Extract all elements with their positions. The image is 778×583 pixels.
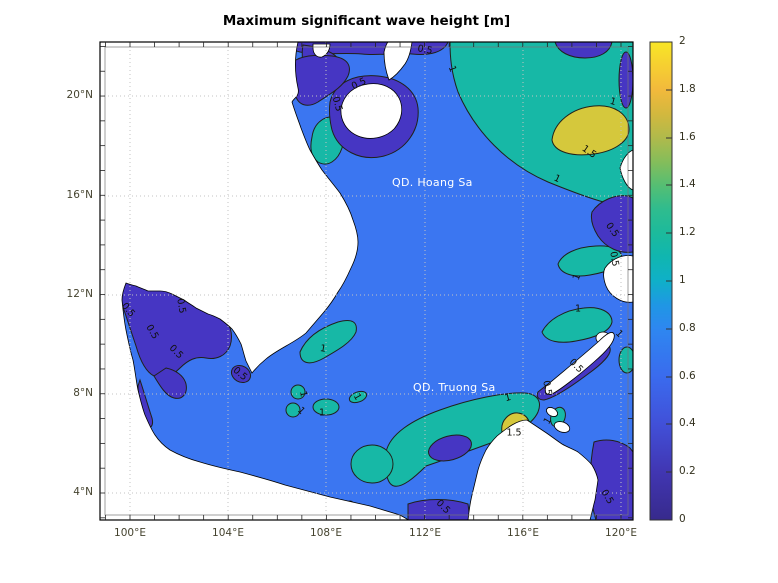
contour-label: 0.5 <box>416 43 434 57</box>
y-tick-label: 12°N <box>66 288 93 300</box>
x-tick-label: 116°E <box>507 527 539 539</box>
land-leizhou <box>383 42 413 81</box>
teal-vietnam-offshore <box>299 319 357 364</box>
sea-label: QD. Hoang Sa <box>392 176 473 189</box>
land-mindoro-panay <box>603 255 633 303</box>
colorbar-tick-label: 0 <box>679 513 686 525</box>
colorbar-tick-label: 1.4 <box>679 178 696 190</box>
colorbar-tick-label: 2 <box>679 35 686 47</box>
teal-patch <box>350 444 394 484</box>
purple-luzon-coast <box>590 195 633 253</box>
contour-label: 0.5 <box>607 250 621 268</box>
y-tick-label: 8°N <box>73 387 93 399</box>
colorbar-tick-marks <box>666 89 672 473</box>
x-tick-label: 108°E <box>310 527 342 539</box>
purple-patch <box>230 364 252 384</box>
x-tick-label: 104°E <box>212 527 244 539</box>
contour-label: 1 <box>574 303 582 315</box>
purple-borneo-coast <box>428 434 472 462</box>
contour-label: 0.5 <box>540 379 554 397</box>
contour-label: 1.5 <box>506 427 522 439</box>
sea-label: QD. Truong Sa <box>413 381 496 394</box>
x-tick-label: 120°E <box>605 527 637 539</box>
band-1-15-regions <box>285 42 633 487</box>
land-luzon <box>619 149 633 191</box>
teal-patch <box>285 402 301 418</box>
colorbar-tick-label: 0.4 <box>679 417 696 429</box>
teal-patch <box>348 390 368 404</box>
colorbar-tick-label: 1.6 <box>679 131 696 143</box>
purple-right-edge <box>618 51 633 109</box>
contour-label: 0.5 <box>174 297 188 315</box>
y-tick-label: 16°N <box>66 189 93 201</box>
yellow-core-northeast <box>551 105 630 156</box>
colorbar-tick-label: 0.8 <box>679 322 696 334</box>
land-hainan <box>340 83 403 139</box>
x-tick-label: 112°E <box>409 527 441 539</box>
contour-label: 1 <box>318 407 326 419</box>
teal-patch <box>290 384 306 400</box>
colorbar-tick-label: 1.2 <box>679 226 696 238</box>
y-tick-label: 4°N <box>73 486 93 498</box>
land-borneo <box>467 419 599 520</box>
map-frame <box>99 41 634 521</box>
teal-patch <box>618 346 633 374</box>
colorbar-tick-label: 1.8 <box>679 83 696 95</box>
land-palawan <box>544 332 615 395</box>
y-tick-label: 20°N <box>66 89 93 101</box>
graticule-grid <box>100 42 633 520</box>
colorbar <box>649 41 673 521</box>
land-sulu-islet <box>553 421 571 433</box>
plot-title: Maximum significant wave height [m] <box>222 13 511 29</box>
colorbar-tick-label: 0.6 <box>679 370 696 382</box>
land-sulu-islet <box>546 407 558 417</box>
colorbar-tick-label: 0.2 <box>679 465 696 477</box>
colorbar-tick-label: 1 <box>679 274 686 286</box>
teal-patch-east <box>541 307 613 343</box>
land-mainland-seasia <box>100 42 409 520</box>
x-tick-label: 100°E <box>114 527 146 539</box>
land-regions <box>100 42 633 520</box>
